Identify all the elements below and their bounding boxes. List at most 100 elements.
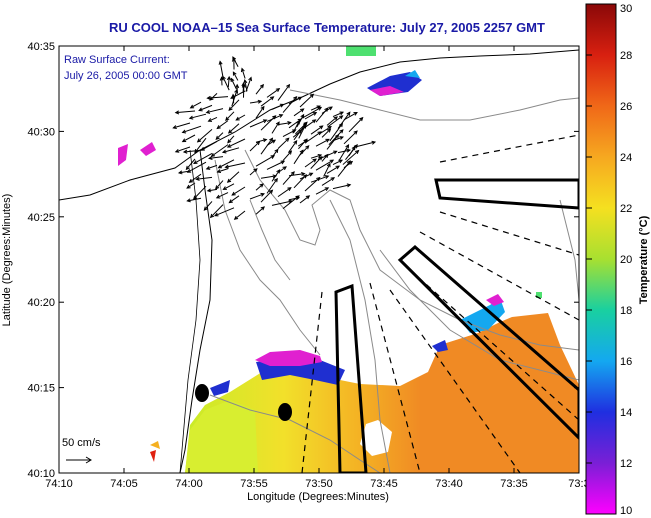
x-tick-label: 73:45 [370, 478, 398, 490]
current-vector [196, 129, 213, 143]
current-vector [226, 171, 240, 183]
current-annotation-line1: Raw Surface Current: [64, 54, 170, 66]
current-vector [304, 131, 322, 144]
current-vector [260, 137, 274, 155]
current-vector [249, 99, 263, 104]
y-tick-label: 40:30 [27, 126, 55, 138]
current-vector [216, 120, 229, 130]
current-vector [297, 139, 309, 147]
station-marker [278, 403, 292, 421]
map-plot-area [59, 46, 579, 473]
current-vector [186, 182, 196, 189]
colorbar-tick-label: 10 [620, 505, 632, 517]
colorbar-tick-label: 26 [620, 101, 632, 113]
current-vector [315, 107, 329, 123]
current-vector [277, 137, 290, 149]
current-vector [215, 192, 229, 199]
current-vector [228, 195, 240, 204]
figure-title: RU COOL NOAA–15 Sea Surface Temperature:… [109, 20, 545, 35]
surface-current-vectors [172, 56, 377, 220]
current-vector [326, 165, 341, 174]
current-vector [218, 60, 224, 79]
current-vector [295, 121, 308, 135]
current-vector [219, 76, 224, 86]
current-vector [310, 156, 323, 169]
current-vector [209, 204, 224, 219]
current-vector [304, 176, 321, 192]
current-vector [337, 111, 351, 129]
colorbar-tick-label: 30 [620, 3, 632, 15]
current-vector [243, 79, 248, 92]
current-vector [222, 183, 235, 190]
current-vector [235, 83, 240, 94]
current-vector [315, 187, 330, 195]
current-vector [304, 158, 317, 168]
current-vector [293, 108, 305, 117]
x-tick-label: 74:00 [175, 478, 203, 490]
colorbar-tick-label: 12 [620, 458, 632, 470]
current-vector [193, 152, 213, 164]
current-vector [249, 168, 258, 176]
current-vector [301, 106, 323, 119]
y-axis-ticks: 40:35 40:30 40:25 40:20 40:15 40:10 [27, 41, 579, 480]
current-vector [282, 195, 300, 209]
scale-arrow [66, 456, 92, 464]
current-vector [186, 161, 207, 173]
current-vector [260, 96, 275, 107]
current-vector [225, 111, 235, 121]
current-vector [282, 95, 298, 113]
current-vector [282, 150, 293, 161]
current-vector [235, 114, 246, 121]
sampling-boxes [334, 178, 579, 473]
current-vector [299, 93, 315, 108]
current-vector [181, 134, 196, 143]
current-vector [255, 155, 276, 167]
y-tick-label: 40:25 [27, 212, 55, 224]
current-vector [174, 110, 196, 115]
current-vector [342, 149, 360, 165]
current-vector [188, 113, 207, 120]
current-vector [195, 176, 213, 181]
current-vector [266, 160, 286, 170]
x-tick-label: 73:50 [305, 478, 333, 490]
current-vector [215, 132, 224, 140]
current-vector [240, 67, 246, 79]
colorbar-tick-label: 28 [620, 50, 632, 62]
current-vector [192, 185, 207, 200]
current-vector [208, 155, 224, 160]
current-vector [200, 140, 218, 151]
current-vector [343, 111, 358, 121]
x-tick-label: 73:3 [568, 478, 589, 490]
current-vector [185, 158, 196, 171]
dashed-transects [301, 134, 579, 473]
current-vector [227, 123, 240, 134]
current-vector [194, 137, 207, 154]
current-vector [266, 177, 278, 194]
current-vector [221, 147, 240, 154]
current-vector [207, 116, 218, 122]
current-vector [226, 75, 231, 88]
current-vector [174, 146, 191, 153]
current-vector [206, 188, 218, 193]
current-vector [260, 115, 277, 131]
current-vector [315, 138, 330, 147]
current-vector [232, 56, 239, 68]
current-vector [321, 128, 332, 138]
current-vector [226, 138, 246, 148]
current-vector [189, 101, 202, 109]
current-vector [298, 124, 307, 139]
current-vector [343, 130, 358, 145]
x-axis-ticks: 74:10 74:05 74:00 73:55 73:50 73:45 73:40 73:35… [45, 46, 590, 490]
current-vector [304, 111, 318, 120]
y-axis-label: Latitude (Degrees:Minutes) [1, 194, 13, 327]
current-vector [255, 183, 264, 191]
scale-label: 50 cm/s [62, 437, 101, 449]
current-vector [231, 93, 236, 104]
current-vector [172, 122, 191, 130]
station-marker [195, 384, 209, 402]
current-vector [181, 125, 202, 134]
coastline-contours [59, 49, 579, 473]
current-vector [217, 159, 235, 169]
current-vector [231, 186, 246, 196]
